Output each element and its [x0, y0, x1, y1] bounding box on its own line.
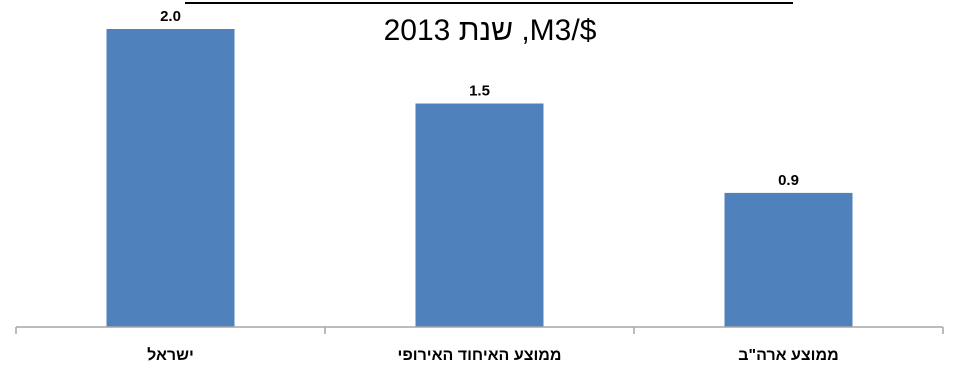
category-label-1: ממוצע האיחוד האירופי [397, 347, 561, 364]
bar-0 [106, 29, 235, 327]
value-label-1: 1.5 [469, 83, 490, 100]
value-labels-group: 2.0 1.5 0.9 [160, 8, 799, 189]
chart-title: $/M3, שנת 2013 [384, 14, 597, 47]
value-label-2: 0.9 [778, 172, 799, 189]
x-axis [15, 326, 944, 334]
category-labels-group: ישראל ממוצע האיחוד האירופי ממוצע ארה"ב [147, 346, 839, 364]
category-label-2: ממוצע ארה"ב [738, 347, 838, 364]
category-label-0: ישראל [147, 346, 194, 364]
value-label-0: 2.0 [160, 8, 181, 25]
bar-2 [724, 192, 853, 327]
bars-group [106, 29, 853, 327]
bar-1 [415, 103, 544, 327]
